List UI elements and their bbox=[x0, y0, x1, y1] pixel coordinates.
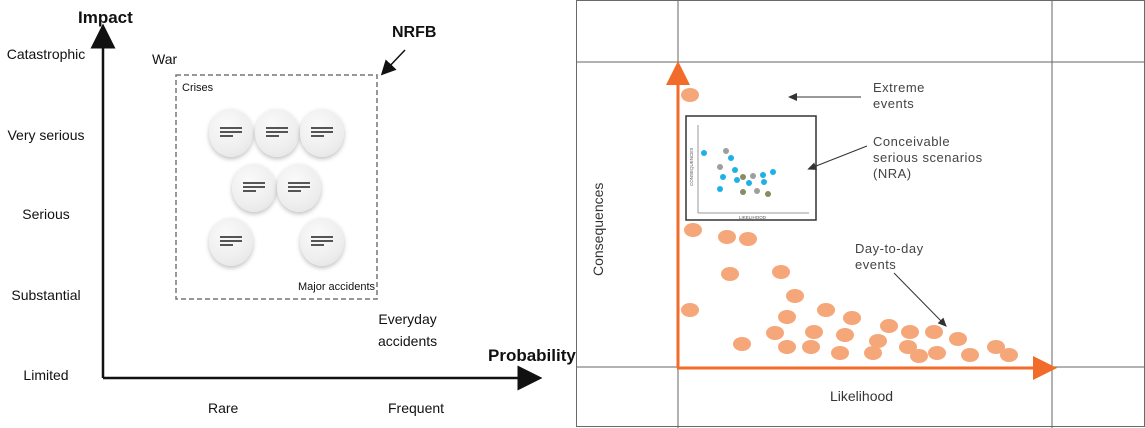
conceivable-scenarios-label: Conceivable serious scenarios (NRA) bbox=[873, 134, 983, 181]
event-points bbox=[681, 88, 1018, 363]
event-point bbox=[987, 340, 1005, 354]
event-point bbox=[925, 325, 943, 339]
inset-x-label: LIKELIHOOD bbox=[739, 215, 767, 220]
inset-point bbox=[717, 164, 723, 170]
level-limited: Limited bbox=[23, 367, 69, 383]
inset-y-label: CONSEQUENCES bbox=[689, 148, 694, 186]
event-point bbox=[778, 310, 796, 324]
crisis-bubble bbox=[209, 109, 253, 157]
level-serious: Serious bbox=[22, 206, 70, 222]
inset-points bbox=[701, 148, 776, 197]
inset-point bbox=[740, 174, 746, 180]
level-rare: Rare bbox=[208, 400, 239, 416]
crisis-bubble bbox=[300, 109, 344, 157]
crises-label: Crises bbox=[182, 82, 214, 94]
inset-point bbox=[720, 174, 726, 180]
left-axes bbox=[90, 23, 543, 391]
inset-point bbox=[732, 167, 738, 173]
event-point bbox=[766, 326, 784, 340]
event-point bbox=[772, 265, 790, 279]
inset-point bbox=[750, 173, 756, 179]
level-catastrophic: Catastrophic bbox=[6, 46, 86, 62]
event-point bbox=[880, 319, 898, 333]
event-point bbox=[831, 346, 849, 360]
conceivable-arrow bbox=[807, 145, 868, 170]
inset-point bbox=[754, 188, 760, 194]
event-point bbox=[1000, 348, 1018, 362]
impact-probability-diagram: Impact Probability Catastrophic Very ser… bbox=[0, 0, 576, 427]
event-point bbox=[843, 311, 861, 325]
event-point bbox=[949, 332, 967, 346]
event-point bbox=[718, 230, 736, 244]
event-point bbox=[778, 340, 796, 354]
event-point bbox=[928, 346, 946, 360]
level-very-serious: Very serious bbox=[7, 127, 85, 143]
likelihood-consequences-diagram: LIKELIHOOD CONSEQUENCES Extreme events C… bbox=[576, 0, 1145, 428]
inset-point bbox=[770, 169, 776, 175]
event-point bbox=[817, 303, 835, 317]
inset-point bbox=[765, 191, 771, 197]
event-point bbox=[899, 340, 917, 354]
inset-point bbox=[734, 177, 740, 183]
nrfb-arrow bbox=[380, 49, 406, 76]
crisis-bubble bbox=[232, 164, 276, 212]
event-point bbox=[786, 289, 804, 303]
inset-point bbox=[717, 186, 723, 192]
event-point bbox=[739, 232, 757, 246]
major-accidents-label: Major accidents bbox=[298, 281, 376, 293]
likelihood-title: Likelihood bbox=[830, 388, 894, 404]
event-point bbox=[684, 223, 702, 237]
x-axis-title: Probability bbox=[488, 346, 576, 365]
war-label: War bbox=[152, 51, 178, 67]
crisis-bubble bbox=[255, 109, 299, 157]
nra-inset-box bbox=[685, 115, 817, 221]
inset-point bbox=[761, 179, 767, 185]
everyday-accidents-label: Everyday accidents bbox=[378, 311, 438, 349]
y-axis-title: Impact bbox=[78, 8, 133, 27]
crisis-bubble bbox=[300, 218, 344, 266]
event-point bbox=[802, 340, 820, 354]
event-point bbox=[805, 325, 823, 339]
nrfb-label: NRFB bbox=[392, 24, 437, 41]
inset-point bbox=[728, 155, 734, 161]
event-point bbox=[910, 349, 928, 363]
event-point bbox=[681, 303, 699, 317]
event-point bbox=[733, 337, 751, 351]
inset-point bbox=[701, 150, 707, 156]
level-substantial: Substantial bbox=[11, 287, 81, 303]
event-point bbox=[901, 325, 919, 339]
right-chart: LIKELIHOOD CONSEQUENCES bbox=[577, 1, 1145, 428]
crises-box bbox=[175, 74, 378, 300]
event-point bbox=[721, 267, 739, 281]
extreme-events-label: Extreme events bbox=[873, 80, 925, 111]
event-point bbox=[869, 334, 887, 348]
consequences-title: Consequences bbox=[590, 182, 606, 276]
inset-point bbox=[760, 172, 766, 178]
event-point bbox=[681, 88, 699, 102]
inset-point bbox=[723, 148, 729, 154]
event-point bbox=[836, 328, 854, 342]
crisis-bubble bbox=[277, 164, 321, 212]
day-to-day-label: Day-to-day events bbox=[855, 241, 924, 272]
crisis-bubble bbox=[209, 218, 253, 266]
event-point bbox=[864, 346, 882, 360]
day-to-day-arrow bbox=[893, 272, 947, 327]
event-point bbox=[961, 348, 979, 362]
inset-point bbox=[746, 180, 752, 186]
inset-point bbox=[740, 189, 746, 195]
level-frequent: Frequent bbox=[388, 400, 445, 416]
